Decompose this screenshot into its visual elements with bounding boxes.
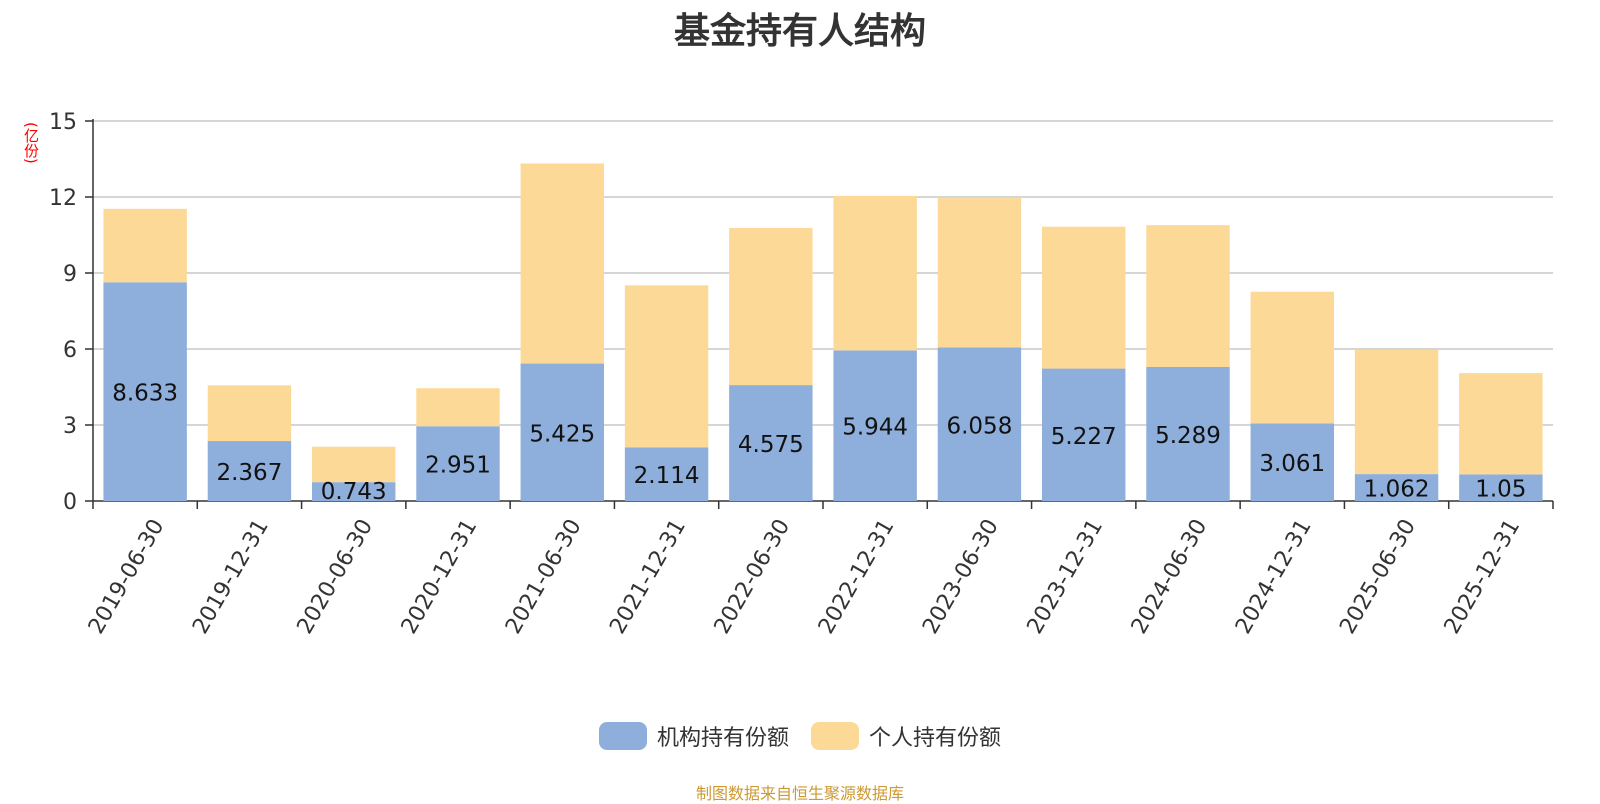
legend: 机构持有份额 个人持有份额 (0, 720, 1600, 752)
data-label: 3.061 (1259, 451, 1325, 477)
bar-institutional (1146, 367, 1230, 501)
y-tick-label: 9 (63, 262, 77, 287)
bar-individual (1354, 349, 1439, 475)
x-tick-label: 2020-12-31 (397, 515, 483, 638)
data-label: 5.425 (529, 421, 595, 447)
x-tick-label: 2023-06-30 (918, 515, 1004, 638)
x-tick-label: 2022-12-31 (814, 515, 900, 638)
x-tick-label: 2020-06-30 (292, 515, 378, 638)
bar-institutional (520, 363, 604, 501)
y-tick-label: 12 (49, 186, 77, 211)
bar-institutional (1250, 423, 1334, 501)
bar-institutional (1354, 474, 1439, 501)
x-tick-label: 2024-12-31 (1231, 515, 1317, 638)
y-tick-label: 15 (49, 110, 77, 135)
x-tick-label: 2019-06-30 (84, 515, 170, 638)
x-tick-label: 2021-06-30 (501, 515, 587, 638)
bar-individual (624, 285, 709, 448)
x-tick-label: 2024-06-30 (1127, 515, 1213, 638)
data-label: 5.289 (1155, 423, 1221, 449)
legend-swatch-institutional (598, 722, 647, 750)
y-tick-label: 0 (63, 490, 77, 515)
bar-institutional (937, 347, 1022, 501)
bar-institutional (833, 350, 917, 501)
source-note: 制图数据来自恒生聚源数据库 (695, 784, 904, 803)
bar-individual (729, 228, 813, 386)
data-label: 5.944 (842, 415, 908, 441)
x-tick-label: 2021-12-31 (605, 515, 691, 638)
chart-title: 基金持有人结构 (673, 11, 926, 52)
bar-institutional (624, 447, 709, 501)
legend-swatch-individual (811, 722, 859, 750)
bar-individual (416, 388, 500, 427)
data-label: 5.227 (1051, 424, 1117, 450)
data-label: 2.114 (634, 463, 700, 489)
bar-individual (937, 198, 1022, 348)
bar-institutional (207, 441, 292, 501)
legend-item-individual[interactable]: 个人持有份额 (811, 720, 1001, 752)
data-label: 0.743 (321, 479, 387, 505)
bar-individual (207, 385, 292, 442)
bar-individual (312, 446, 396, 483)
legend-label-individual: 个人持有份额 (869, 726, 1002, 751)
y-axis-unit: (亿份) (22, 122, 40, 164)
y-tick-label: 6 (63, 338, 77, 363)
data-label: 8.633 (112, 381, 178, 407)
x-tick-label: 2025-12-31 (1440, 515, 1526, 638)
stacked-bar-chart: 0 3 6 9 12 15 8.633 2019-06-30 2.367 2019-12-31 0.… (49, 110, 1554, 638)
data-label: 2.367 (216, 460, 282, 486)
y-tick-label: 3 (63, 414, 77, 439)
bar-institutional (416, 426, 500, 501)
bar-individual (103, 208, 187, 283)
data-label: 2.951 (425, 453, 491, 479)
data-label: 1.05 (1475, 477, 1526, 503)
x-tick-label: 2023-12-31 (1022, 515, 1108, 638)
bar-individual (833, 195, 917, 351)
legend-label-institutional: 机构持有份额 (656, 726, 789, 751)
data-label: 1.062 (1364, 477, 1430, 503)
x-tick-label: 2019-12-31 (188, 515, 274, 638)
bar-institutional (103, 282, 187, 501)
bar-individual (1250, 291, 1334, 424)
x-tick-label: 2022-06-30 (710, 515, 796, 638)
bar-institutional (1042, 368, 1126, 501)
data-label: 4.575 (738, 432, 804, 458)
bar-institutional (729, 385, 813, 501)
legend-item-institutional[interactable]: 机构持有份额 (598, 720, 789, 752)
bar-individual (1042, 226, 1126, 369)
bar-individual (520, 163, 604, 364)
bar-individual (1146, 225, 1230, 368)
bar-institutional (1459, 474, 1543, 501)
bar-institutional (312, 482, 396, 501)
data-label: 6.058 (946, 413, 1012, 439)
bar-individual (1459, 373, 1543, 475)
x-tick-label: 2025-06-30 (1335, 515, 1421, 638)
